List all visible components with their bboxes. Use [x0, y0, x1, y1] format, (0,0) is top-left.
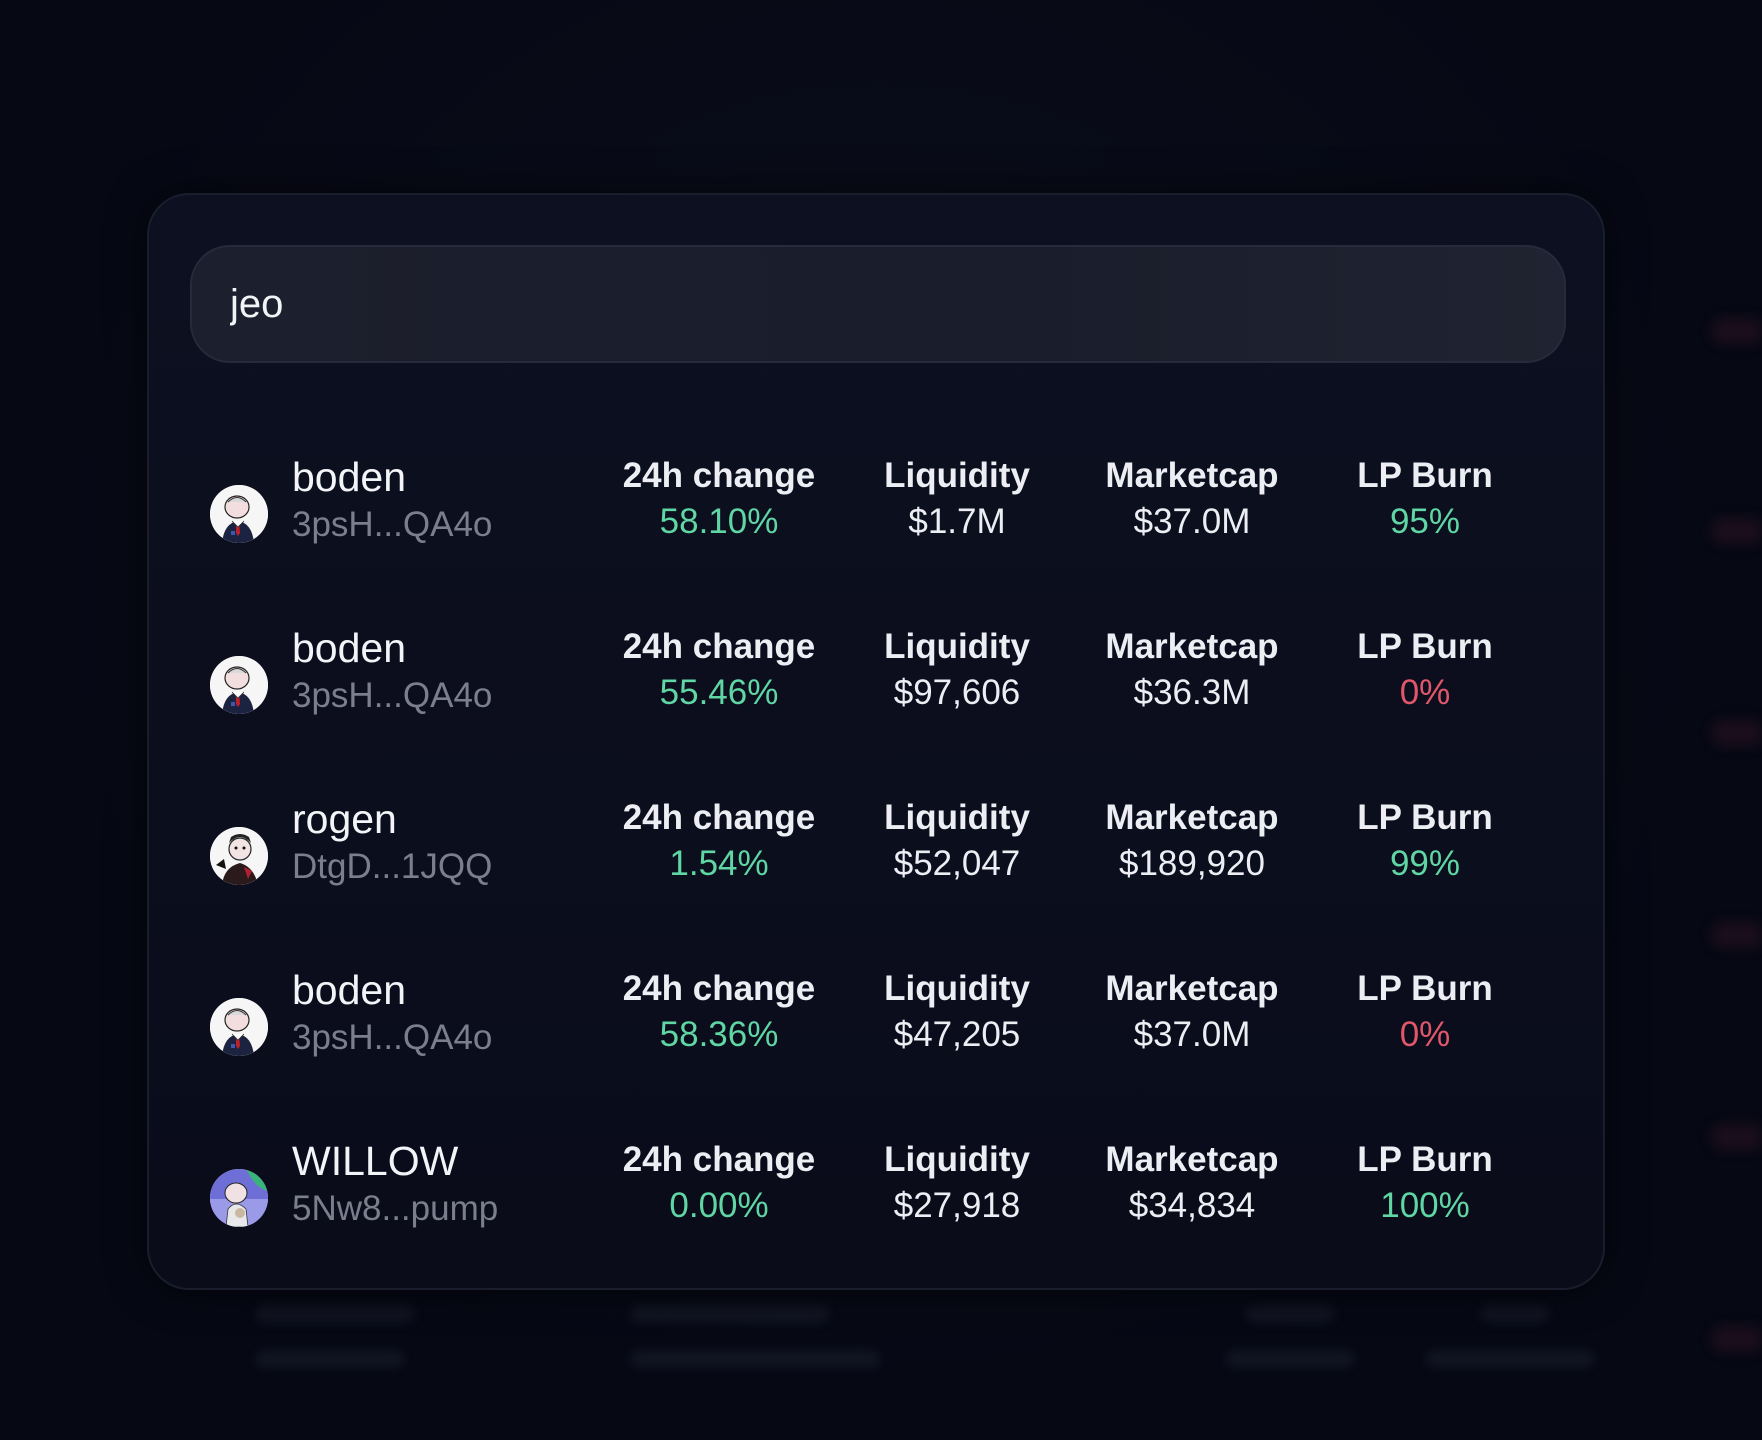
rogen-avatar-icon [210, 827, 268, 885]
results-list: boden 3psH...QA4o 24h change 58.10% Liqu… [149, 453, 1607, 1308]
background-ghost [1712, 922, 1762, 948]
marketcap-value: $189,920 [1119, 844, 1265, 883]
token-address: 3psH...QA4o [292, 1018, 493, 1057]
stat-24h-change: 24h change 1.54% [599, 795, 839, 887]
lp-burn-value: 100% [1380, 1186, 1470, 1225]
boden-avatar-icon [210, 656, 268, 714]
background-ghost [630, 1305, 830, 1323]
background-ghost [255, 1350, 405, 1368]
background-ghost [1712, 1124, 1762, 1150]
stat-liquidity: Liquidity $97,606 [837, 624, 1077, 716]
willow-avatar-icon [210, 1169, 268, 1227]
background-ghost [1712, 518, 1762, 544]
stat-label: Liquidity [884, 456, 1030, 495]
result-row[interactable]: rogen DtgD...1JQQ 24h change 1.54% Liqui… [149, 795, 1607, 966]
stat-marketcap: Marketcap $34,834 [1072, 1137, 1312, 1229]
marketcap-value: $37.0M [1133, 1015, 1251, 1054]
lp-burn-value: 99% [1389, 844, 1461, 883]
stat-lp-burn: LP Burn 0% [1305, 624, 1545, 716]
token-name: boden [292, 625, 407, 671]
stat-marketcap: Marketcap $37.0M [1072, 966, 1312, 1058]
stat-24h-change: 24h change 55.46% [599, 624, 839, 716]
background-ghost [1480, 1305, 1550, 1323]
liquidity-value: $97,606 [893, 673, 1021, 712]
liquidity-value: $1.7M [908, 502, 1006, 541]
background-ghost [1425, 1350, 1595, 1368]
stat-label: Liquidity [884, 1140, 1030, 1179]
result-row[interactable]: boden 3psH...QA4o 24h change 58.10% Liqu… [149, 453, 1607, 624]
change-value: 58.36% [659, 1015, 779, 1054]
marketcap-value: $34,834 [1128, 1186, 1256, 1225]
background-ghost [1712, 1326, 1762, 1352]
stat-lp-burn: LP Burn 0% [1305, 966, 1545, 1058]
token-name: WILLOW [292, 1138, 459, 1184]
liquidity-value: $47,205 [893, 1015, 1021, 1054]
search-bar[interactable] [190, 245, 1566, 363]
background-ghost [1712, 318, 1762, 344]
background-ghost [630, 1350, 880, 1368]
stat-label: Marketcap [1105, 798, 1279, 837]
stat-24h-change: 24h change 58.36% [599, 966, 839, 1058]
change-value: 55.46% [659, 673, 779, 712]
stat-label: 24h change [622, 456, 816, 495]
result-row[interactable]: boden 3psH...QA4o 24h change 58.36% Liqu… [149, 966, 1607, 1137]
background-ghost [255, 1305, 415, 1323]
stat-marketcap: Marketcap $36.3M [1072, 624, 1312, 716]
token-name: boden [292, 454, 407, 500]
marketcap-value: $36.3M [1133, 673, 1251, 712]
token-name: boden [292, 967, 407, 1013]
change-value: 1.54% [669, 844, 769, 883]
liquidity-value: $52,047 [893, 844, 1021, 883]
stat-label: LP Burn [1357, 1140, 1493, 1179]
change-value: 0.00% [669, 1186, 769, 1225]
search-input[interactable] [230, 281, 1510, 327]
boden-avatar-icon [210, 485, 268, 543]
stat-label: LP Burn [1357, 627, 1493, 666]
stat-label: Marketcap [1105, 1140, 1279, 1179]
marketcap-value: $37.0M [1133, 502, 1251, 541]
stat-label: LP Burn [1357, 456, 1493, 495]
stat-lp-burn: LP Burn 95% [1305, 453, 1545, 545]
token-address: 3psH...QA4o [292, 505, 493, 544]
search-modal: boden 3psH...QA4o 24h change 58.10% Liqu… [147, 193, 1605, 1290]
token-name: rogen [292, 796, 397, 842]
token-address: 3psH...QA4o [292, 676, 493, 715]
lp-burn-value: 0% [1399, 1015, 1451, 1054]
background-ghost [1225, 1350, 1355, 1368]
result-row[interactable]: WILLOW 5Nw8...pump 24h change 0.00% Liqu… [149, 1137, 1607, 1308]
stat-liquidity: Liquidity $47,205 [837, 966, 1077, 1058]
stat-label: Liquidity [884, 969, 1030, 1008]
stat-label: Liquidity [884, 627, 1030, 666]
result-row[interactable]: boden 3psH...QA4o 24h change 55.46% Liqu… [149, 624, 1607, 795]
boden-avatar-icon [210, 998, 268, 1056]
liquidity-value: $27,918 [893, 1186, 1021, 1225]
stat-label: 24h change [622, 969, 816, 1008]
stat-label: Marketcap [1105, 969, 1279, 1008]
stat-liquidity: Liquidity $1.7M [837, 453, 1077, 545]
change-value: 58.10% [659, 502, 779, 541]
lp-burn-value: 95% [1389, 502, 1461, 541]
stat-label: Marketcap [1105, 456, 1279, 495]
lp-burn-value: 0% [1399, 673, 1451, 712]
stat-lp-burn: LP Burn 99% [1305, 795, 1545, 887]
background-ghost [1712, 720, 1762, 746]
stat-label: LP Burn [1357, 798, 1493, 837]
stat-24h-change: 24h change 0.00% [599, 1137, 839, 1229]
stat-label: Liquidity [884, 798, 1030, 837]
stat-liquidity: Liquidity $52,047 [837, 795, 1077, 887]
stat-label: 24h change [622, 798, 816, 837]
token-address: DtgD...1JQQ [292, 847, 493, 886]
stat-label: 24h change [622, 1140, 816, 1179]
stat-24h-change: 24h change 58.10% [599, 453, 839, 545]
stat-marketcap: Marketcap $37.0M [1072, 453, 1312, 545]
background-ghost [1245, 1305, 1335, 1323]
stat-label: 24h change [622, 627, 816, 666]
stat-label: Marketcap [1105, 627, 1279, 666]
stat-marketcap: Marketcap $189,920 [1072, 795, 1312, 887]
token-address: 5Nw8...pump [292, 1189, 499, 1228]
stat-liquidity: Liquidity $27,918 [837, 1137, 1077, 1229]
stat-label: LP Burn [1357, 969, 1493, 1008]
stat-lp-burn: LP Burn 100% [1305, 1137, 1545, 1229]
